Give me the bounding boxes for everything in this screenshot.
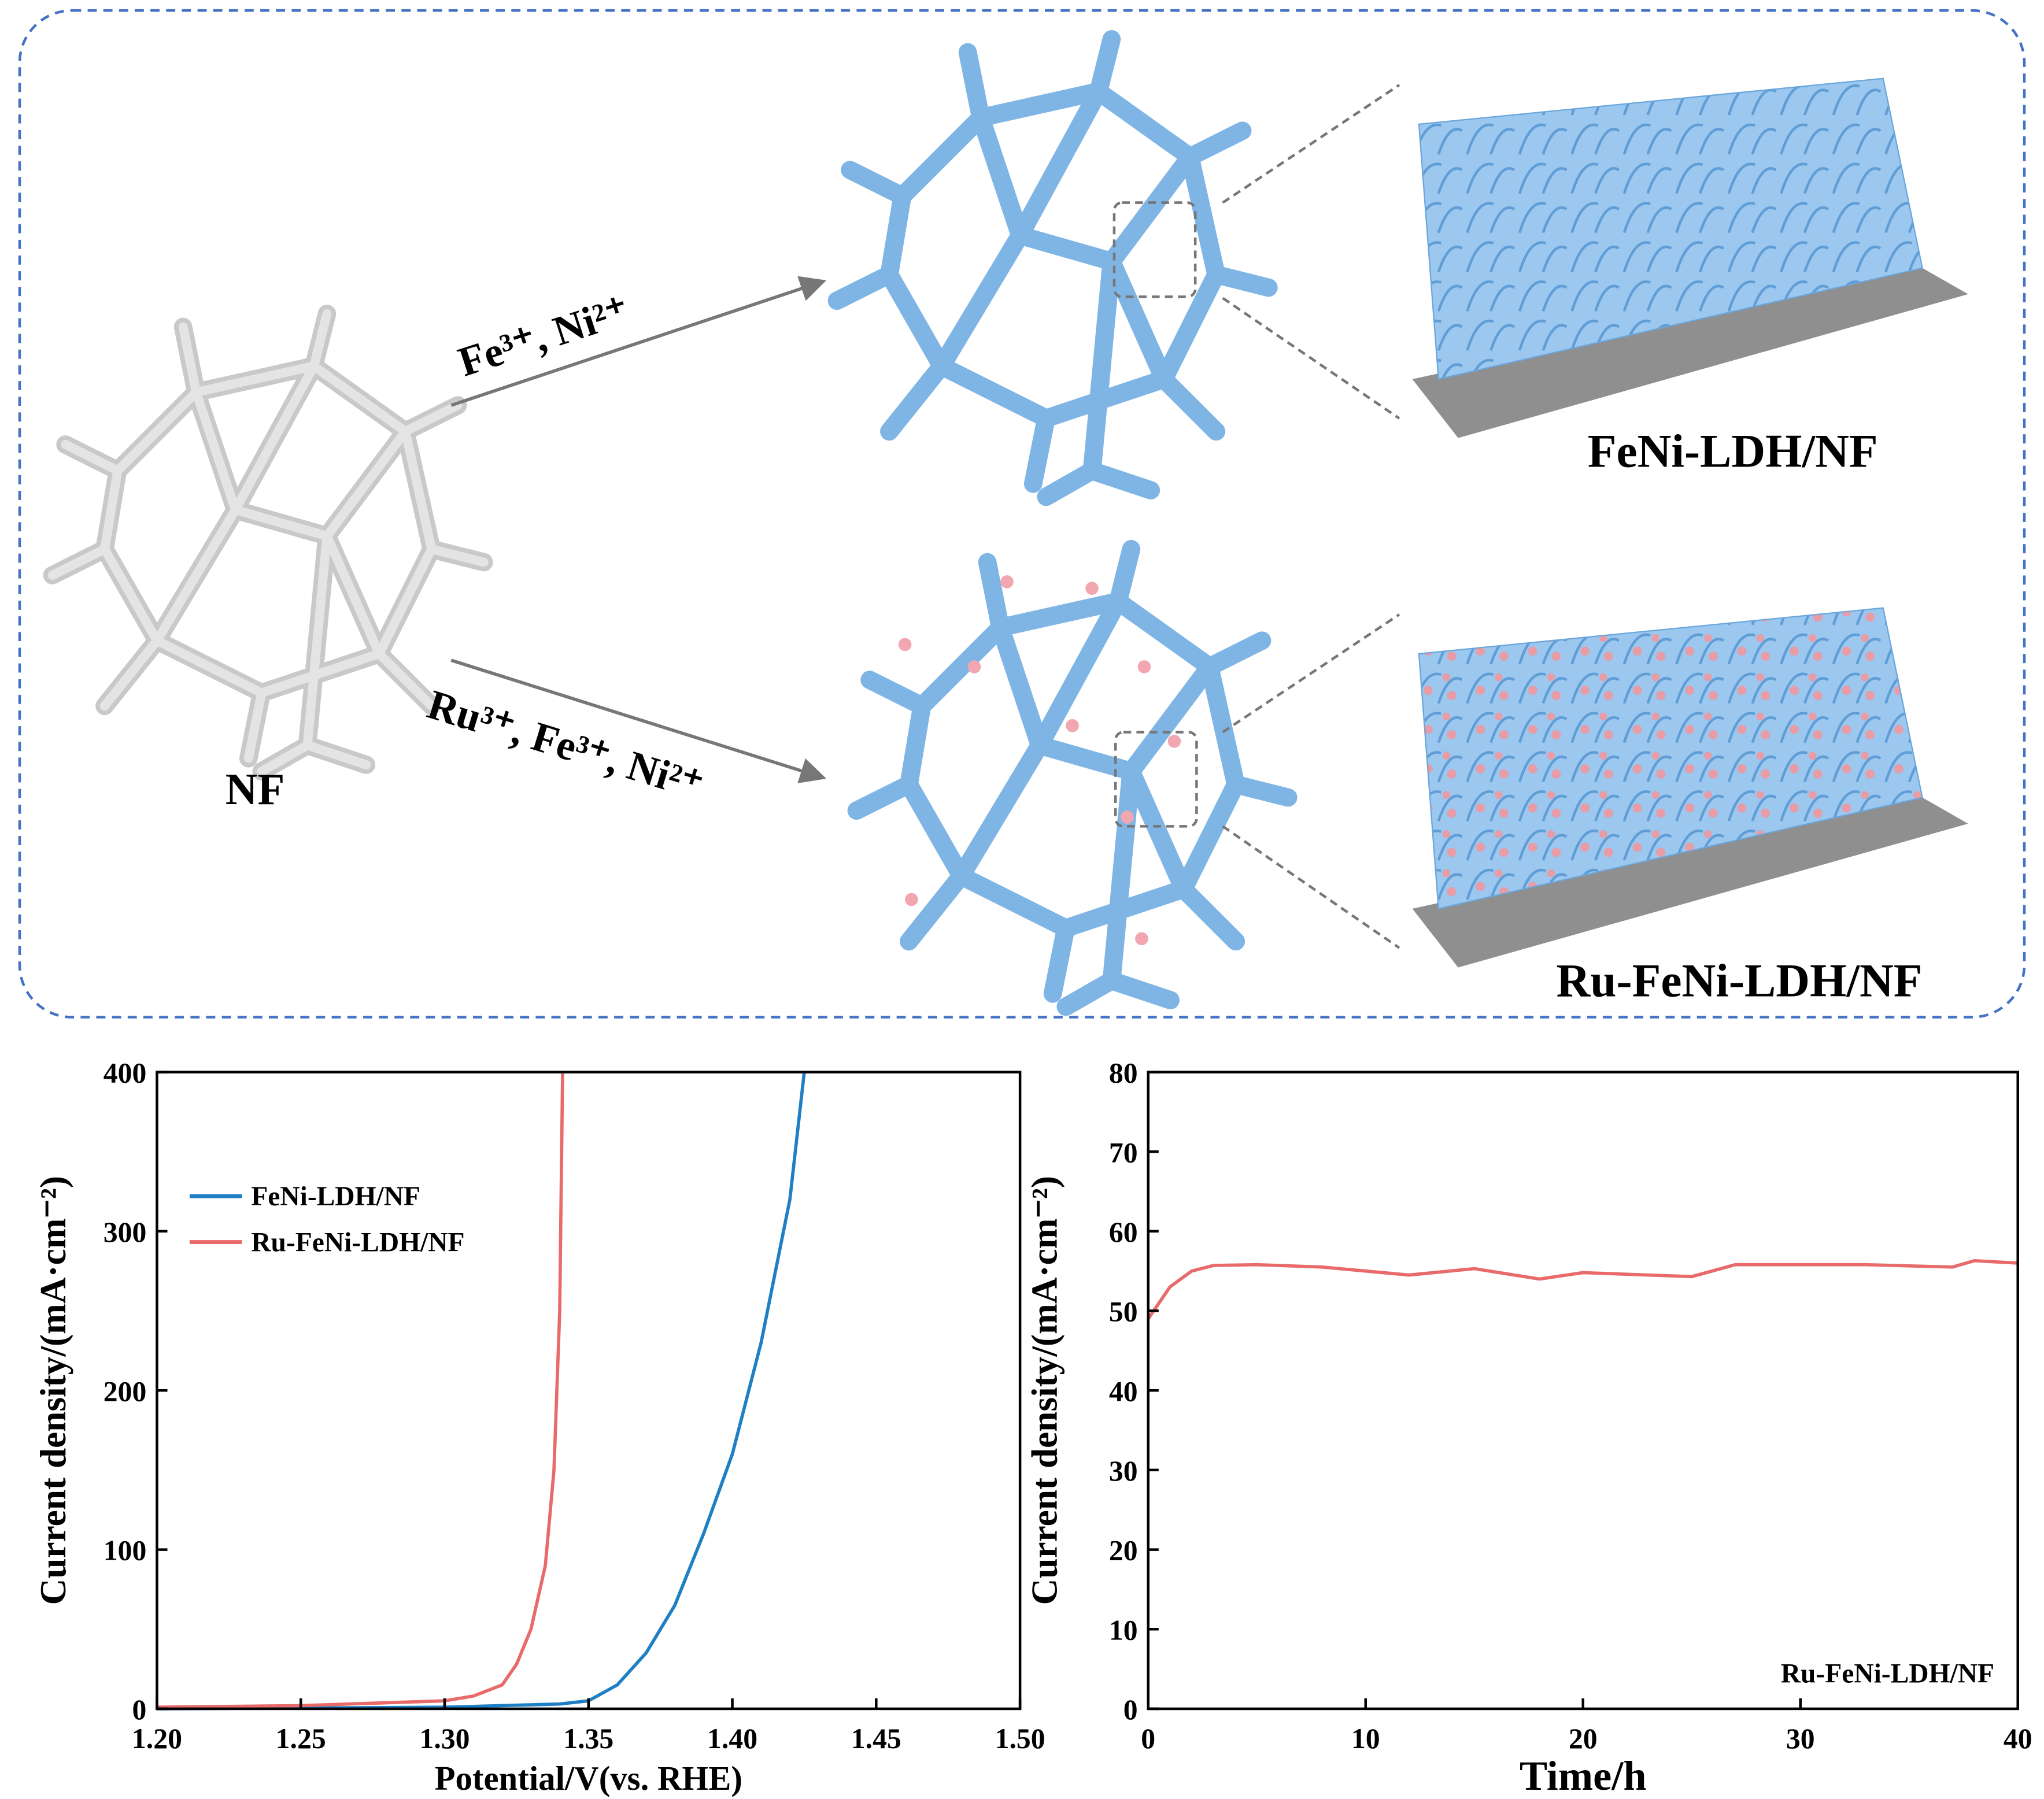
y-tick-label: 20 <box>1109 1535 1138 1567</box>
y-tick-label: 0 <box>132 1694 146 1726</box>
x-tick-label: 1.35 <box>563 1723 613 1754</box>
y-axis-label: Current density/(mA·cm⁻²) <box>33 1176 73 1605</box>
x-tick-label: 0 <box>1141 1723 1155 1754</box>
product-label: Ru-FeNi-LDH/NF <box>1556 954 1922 1006</box>
y-tick-label: 60 <box>1109 1216 1138 1248</box>
x-tick-label: 1.25 <box>276 1723 326 1754</box>
y-tick-label: 200 <box>104 1375 147 1407</box>
y-tick-label: 400 <box>104 1057 147 1089</box>
zoom-lines <box>1222 84 1400 949</box>
ru-ldh-foam <box>856 549 1288 1007</box>
nf-foam <box>53 314 484 772</box>
schematic: NF Fe³⁺, Ni²⁺ Ru³⁺, Fe³⁺, Ni²⁺ FeNi-LDH/… <box>18 9 2026 1019</box>
y-axis-label: Current density/(mA·cm⁻²) <box>1024 1176 1064 1605</box>
x-axis-label: Time/h <box>1520 1753 1647 1799</box>
legend-label: Ru-FeNi-LDH/NF <box>251 1227 464 1257</box>
x-tick-label: 10 <box>1351 1723 1380 1754</box>
x-tick-label: 1.50 <box>995 1723 1045 1754</box>
arrow <box>450 276 827 407</box>
zoom-box <box>1114 731 1198 828</box>
substrate-plate <box>1412 797 1968 968</box>
y-tick-label: 80 <box>1109 1057 1138 1089</box>
x-tick-label: 30 <box>1786 1723 1815 1754</box>
ldh-foam <box>837 39 1268 497</box>
x-tick-label: 20 <box>1569 1723 1598 1754</box>
data-line <box>157 1072 806 1711</box>
y-tick-label: 70 <box>1109 1137 1138 1168</box>
x-tick-label: 40 <box>2004 1723 2032 1754</box>
ldh-sheets <box>1418 77 1923 380</box>
plot-frame <box>1147 1071 2019 1711</box>
zoom-box <box>1112 201 1197 298</box>
arrow-label: Fe³⁺, Ni²⁺ <box>453 287 634 385</box>
x-tick-label: 1.30 <box>419 1723 470 1754</box>
y-tick-label: 0 <box>1123 1694 1138 1726</box>
data-line <box>1147 1258 2018 1320</box>
x-tick-label: 1.20 <box>132 1723 182 1754</box>
x-axis-label: Potential/V(vs. RHE) <box>435 1760 742 1797</box>
ru-dots <box>898 575 1181 946</box>
arrow-label: Ru³⁺, Fe³⁺, Ni²⁺ <box>422 681 708 809</box>
y-tick-label: 40 <box>1109 1375 1138 1407</box>
x-tick-label: 1.45 <box>851 1723 901 1754</box>
y-tick-label: 10 <box>1109 1614 1138 1646</box>
schematic-frame <box>18 9 2026 1019</box>
chart: 0 10 20 30 40 0 10 20 30 40 50 60 70 80 Time/h Current … <box>1024 1057 2032 1799</box>
y-tick-label: 30 <box>1109 1455 1138 1487</box>
data-line <box>157 1072 564 1709</box>
y-tick-label: 50 <box>1109 1296 1138 1328</box>
y-tick-label: 100 <box>104 1535 147 1567</box>
chart: 1.20 1.25 1.30 1.35 1.40 1.45 1.50 0 100 200 300 40… <box>33 1057 1045 1798</box>
plot-frame <box>156 1071 1022 1711</box>
arrow <box>450 658 827 783</box>
legend-label: Ru-FeNi-LDH/NF <box>1781 1659 1994 1689</box>
substrate-plate <box>1412 268 1968 438</box>
legend-label: FeNi-LDH/NF <box>251 1182 420 1212</box>
substrate-label: NF <box>226 764 284 814</box>
product-label: FeNi-LDH/NF <box>1588 424 1878 477</box>
x-tick-label: 1.40 <box>707 1723 757 1754</box>
y-tick-label: 300 <box>104 1216 147 1248</box>
ru-ldh-sheets <box>1418 607 1923 910</box>
